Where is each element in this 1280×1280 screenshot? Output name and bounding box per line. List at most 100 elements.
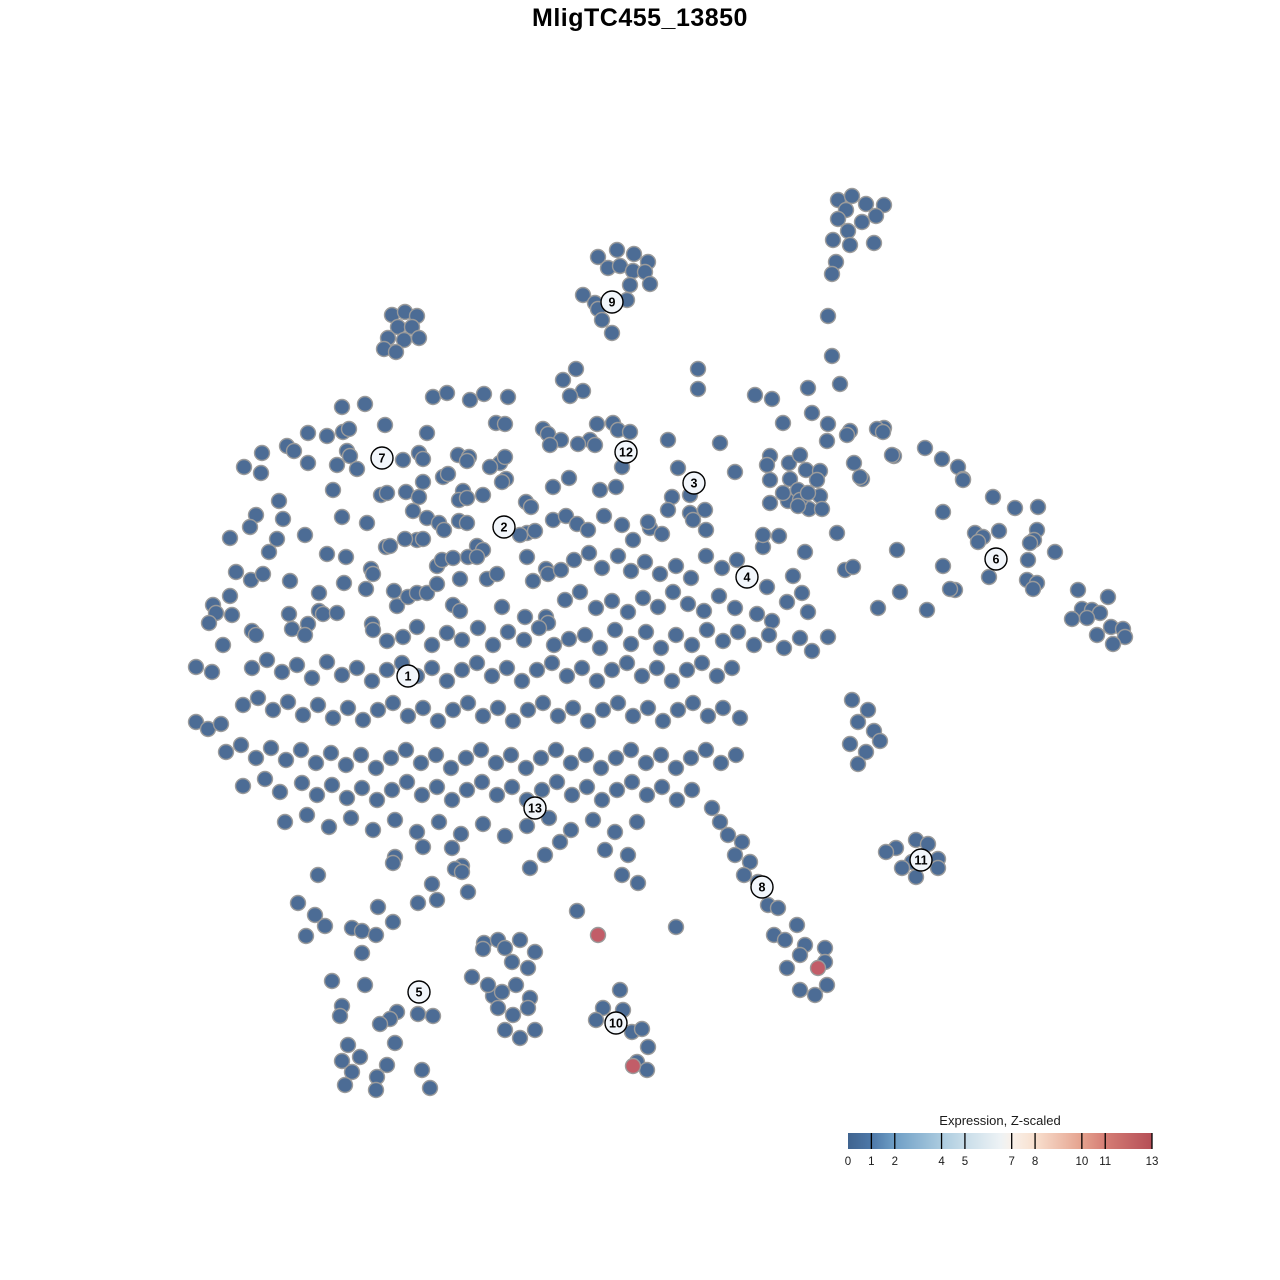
data-point xyxy=(791,446,809,464)
data-point xyxy=(608,781,626,799)
data-point xyxy=(328,456,346,474)
data-point xyxy=(488,786,506,804)
data-point xyxy=(388,597,406,615)
data-point xyxy=(516,608,534,626)
data-point xyxy=(468,548,486,566)
data-point xyxy=(731,709,749,727)
data-point xyxy=(564,699,582,717)
data-point xyxy=(818,432,836,450)
data-point xyxy=(336,1076,354,1094)
data-point xyxy=(473,773,491,791)
data-point xyxy=(503,778,521,796)
data-point xyxy=(458,489,476,507)
data-point xyxy=(271,783,289,801)
data-point xyxy=(693,654,711,672)
data-point xyxy=(409,1005,427,1023)
cluster-label: 1 xyxy=(396,664,420,688)
data-point xyxy=(697,521,715,539)
data-point xyxy=(545,636,563,654)
data-point xyxy=(351,1048,369,1066)
data-point xyxy=(918,601,936,619)
data-point xyxy=(571,583,589,601)
data-point xyxy=(342,809,360,827)
legend-gradient-bar xyxy=(848,1133,1152,1149)
data-point xyxy=(1069,581,1087,599)
data-point xyxy=(1088,626,1106,644)
data-point xyxy=(453,631,471,649)
data-point xyxy=(264,701,282,719)
data-point xyxy=(548,773,566,791)
data-point xyxy=(511,1029,529,1047)
data-point xyxy=(638,786,656,804)
data-point xyxy=(496,939,514,957)
data-point xyxy=(187,658,205,676)
data-point xyxy=(484,636,502,654)
data-point xyxy=(308,786,326,804)
data-point xyxy=(556,591,574,609)
data-point xyxy=(819,307,837,325)
data-point xyxy=(984,488,1002,506)
data-point xyxy=(262,739,280,757)
data-point xyxy=(587,599,605,617)
data-point xyxy=(453,863,471,881)
data-point xyxy=(214,636,232,654)
data-point xyxy=(824,231,842,249)
legend-tick-label: 2 xyxy=(892,1156,898,1168)
data-point xyxy=(733,833,751,851)
data-point xyxy=(1024,580,1042,598)
data-point xyxy=(818,976,836,994)
data-point xyxy=(522,498,540,516)
data-point xyxy=(318,545,336,563)
data-point xyxy=(451,570,469,588)
data-point xyxy=(459,883,477,901)
data-point xyxy=(503,953,521,971)
data-point xyxy=(341,447,359,465)
data-point xyxy=(593,791,611,809)
data-point xyxy=(289,894,307,912)
data-point xyxy=(613,866,631,884)
data-point xyxy=(669,459,687,477)
data-point xyxy=(223,606,241,624)
data-point xyxy=(333,398,351,416)
data-point xyxy=(314,605,332,623)
data-point xyxy=(588,415,606,433)
cluster-label: 9 xyxy=(600,290,624,314)
data-point xyxy=(249,689,267,707)
data-point xyxy=(648,659,666,677)
data-point xyxy=(340,420,358,438)
data-point xyxy=(622,741,640,759)
data-point xyxy=(761,471,779,489)
data-point xyxy=(458,781,476,799)
data-point xyxy=(622,562,640,580)
data-point xyxy=(934,557,952,575)
data-point xyxy=(515,631,533,649)
data-point xyxy=(867,207,885,225)
data-point xyxy=(306,906,324,924)
data-point xyxy=(493,473,511,491)
data-point xyxy=(611,981,629,999)
data-point xyxy=(784,567,802,585)
data-point xyxy=(384,854,402,872)
data-point xyxy=(530,619,548,637)
data-point xyxy=(221,587,239,605)
data-point xyxy=(781,470,799,488)
data-point xyxy=(697,741,715,759)
data-point xyxy=(357,580,375,598)
data-point xyxy=(871,732,889,750)
data-point xyxy=(619,603,637,621)
data-point xyxy=(310,584,328,602)
data-point xyxy=(394,628,412,646)
data-point xyxy=(607,749,625,767)
data-point xyxy=(683,781,701,799)
data-point xyxy=(541,436,559,454)
data-point xyxy=(410,329,428,347)
legend-tick-label: 10 xyxy=(1075,1156,1088,1168)
data-point xyxy=(281,572,299,590)
data-point xyxy=(893,859,911,877)
data-point-high-expression xyxy=(589,926,607,944)
data-point xyxy=(579,521,597,539)
data-point xyxy=(493,598,511,616)
data-point xyxy=(682,749,700,767)
data-point xyxy=(621,423,639,441)
data-point-high-expression xyxy=(624,1057,642,1075)
